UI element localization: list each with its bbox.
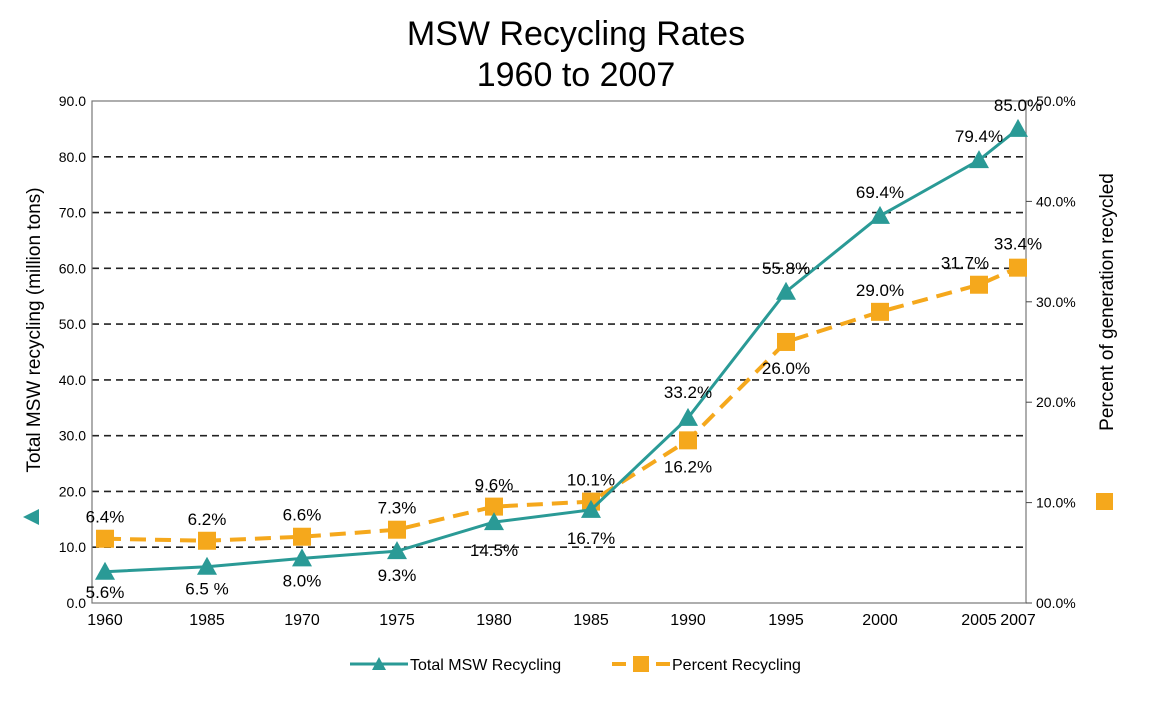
right-tick-label: 40.0% <box>1036 193 1076 209</box>
right-axis-title: Percent of generation recycled <box>1097 173 1118 431</box>
right-axis-series-marker-square <box>1096 493 1113 510</box>
left-axis-title: Total MSW recycling (million tons) <box>24 187 45 472</box>
x-tick-label: 1985 <box>189 612 225 629</box>
data-labels: 5.6% 6.5 % 8.0% 9.3% 14.5% 16.7% 33.2% 55.8% 69.… <box>86 96 1042 602</box>
grid-lines <box>92 155 1026 549</box>
triangle-marker <box>776 281 796 300</box>
left-tick-label: 0.0 <box>67 595 87 611</box>
data-label-percent: 26.0% <box>762 359 810 378</box>
data-label-total-msw: 16.7% <box>567 529 615 548</box>
triangle-marker <box>581 499 601 518</box>
triangle-marker <box>870 205 890 224</box>
left-tick-label: 90.0 <box>59 93 86 109</box>
left-axis-series-marker-triangle <box>23 509 39 525</box>
data-label-percent: 33.4% <box>994 235 1042 254</box>
x-tick-label: 1990 <box>670 612 706 629</box>
x-tick-label: 1985 <box>573 612 609 629</box>
series-layer <box>95 118 1028 580</box>
legend: Total MSW Recycling Percent Recycling <box>350 656 801 674</box>
triangle-marker <box>95 561 115 580</box>
square-marker <box>871 302 889 321</box>
right-tick-label: 00.0% <box>1036 595 1076 611</box>
left-tick-label: 10.0 <box>59 539 86 555</box>
square-marker <box>777 332 795 351</box>
x-tick-label: 1980 <box>476 612 512 629</box>
square-marker <box>485 497 503 516</box>
left-tick-label: 40.0 <box>59 372 86 388</box>
data-label-percent: 6.6% <box>283 506 322 525</box>
left-axis-ticks: 0.0 10.0 20.0 30.0 40.0 50.0 60.0 70.0 80.0 90.0 <box>59 93 86 611</box>
x-tick-label: 1995 <box>768 612 804 629</box>
right-tick-label: 50.0% <box>1036 93 1076 109</box>
data-label-percent: 9.6% <box>475 476 514 495</box>
triangle-marker <box>292 548 312 567</box>
square-marker <box>293 527 311 546</box>
right-tick-label: 30.0% <box>1036 294 1076 310</box>
chart-title-line-2: 1960 to 2007 <box>477 56 676 94</box>
square-marker <box>1009 258 1027 277</box>
triangle-marker <box>197 556 217 575</box>
left-tick-label: 30.0 <box>59 428 86 444</box>
data-label-percent: 29.0% <box>856 281 904 300</box>
x-tick-label: 2000 <box>862 612 898 629</box>
data-label-total-msw: 69.4% <box>856 183 904 202</box>
data-label-percent: 6.2% <box>188 510 227 529</box>
x-tick-label: 1960 <box>87 612 123 629</box>
data-label-percent: 7.3% <box>378 499 417 518</box>
x-tick-label: 2007 <box>1000 612 1036 629</box>
data-label-percent: 31.7% <box>941 254 989 273</box>
square-marker <box>198 531 216 550</box>
data-label-total-msw: 33.2% <box>664 383 712 402</box>
x-tick-label: 2005 <box>961 612 997 629</box>
left-tick-label: 20.0 <box>59 483 86 499</box>
triangle-marker <box>678 407 698 426</box>
data-label-total-msw: 6.5 % <box>185 580 228 599</box>
chart-title-line-1: MSW Recycling Rates <box>407 15 745 53</box>
data-label-percent: 6.4% <box>86 508 125 527</box>
x-tick-label: 1970 <box>284 612 320 629</box>
square-marker <box>970 275 988 294</box>
data-label-percent: 10.1% <box>567 471 615 490</box>
right-tick-label: 10.0% <box>1036 495 1076 511</box>
left-tick-label: 70.0 <box>59 205 86 221</box>
data-label-percent: 16.2% <box>664 457 712 476</box>
right-tick-label: 20.0% <box>1036 394 1076 410</box>
left-tick-label: 80.0 <box>59 149 86 165</box>
legend-label-percent: Percent Recycling <box>672 657 801 674</box>
triangle-marker <box>387 541 407 560</box>
data-label-total-msw: 8.0% <box>283 571 322 590</box>
plot-frame <box>91 100 1027 604</box>
data-label-total-msw: 9.3% <box>378 566 417 585</box>
left-tick-label: 60.0 <box>59 260 86 276</box>
square-marker <box>679 431 697 450</box>
legend-marker-triangle <box>372 657 386 670</box>
data-label-total-msw: 55.8% <box>762 259 810 278</box>
triangle-marker <box>484 512 504 531</box>
legend-label-total-msw: Total MSW Recycling <box>410 657 561 674</box>
left-tick-label: 50.0 <box>59 316 86 332</box>
data-label-total-msw: 79.4% <box>955 127 1003 146</box>
data-label-total-msw: 5.6% <box>86 583 125 602</box>
data-label-total-msw: 14.5% <box>470 541 518 560</box>
triangle-marker <box>969 150 989 169</box>
data-label-total-msw: 85.0% <box>994 96 1042 115</box>
triangle-marker <box>1008 118 1028 137</box>
square-marker <box>388 520 406 539</box>
legend-marker-square <box>633 656 649 672</box>
square-marker <box>96 529 114 548</box>
right-axis-ticks: 00.0% 10.0% 20.0% 30.0% 40.0% 50.0% <box>1026 93 1076 611</box>
x-axis-ticks: 1960 1985 1970 1975 1980 1985 1990 1995 2000 2005… <box>87 612 1036 629</box>
x-tick-label: 1975 <box>379 612 415 629</box>
